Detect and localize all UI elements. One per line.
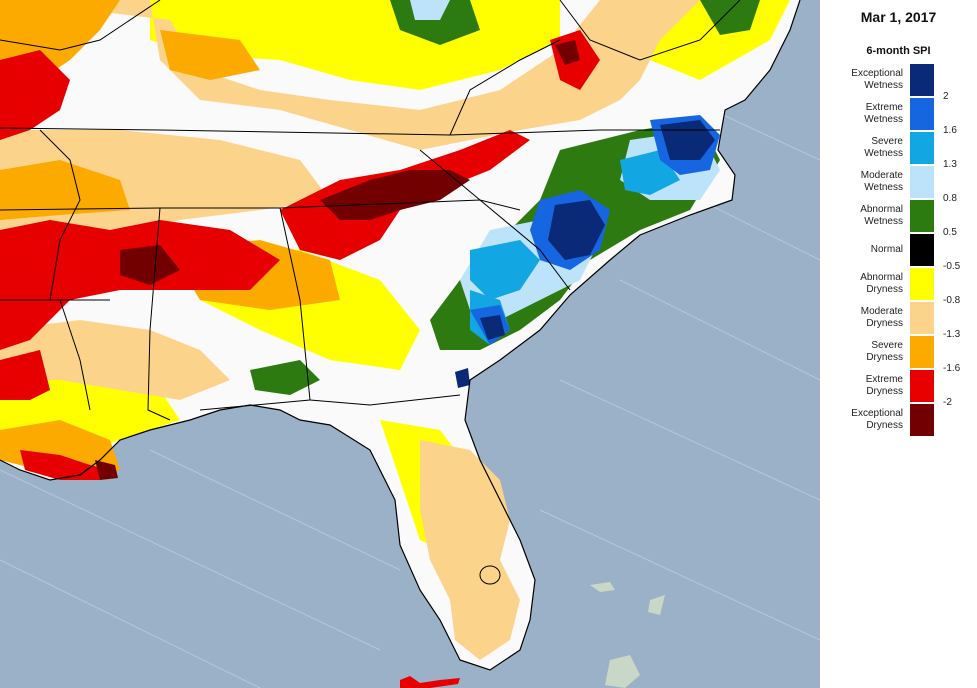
- legend-date: Mar 1, 2017: [860, 9, 937, 25]
- legend-class-label-line1: Severe: [871, 340, 903, 351]
- legend-class-label: Severe Wetness: [813, 136, 903, 160]
- legend-swatch: [910, 404, 934, 436]
- legend-title: 6-month SPI: [866, 45, 931, 57]
- legend-break-label: 1.3: [943, 159, 957, 170]
- legend-break-label: -0.5: [943, 261, 961, 272]
- legend-class-label-line1: Extreme: [865, 102, 903, 113]
- legend-class-label-line1: Moderate: [860, 306, 903, 317]
- legend-break-label: -1.3: [943, 329, 961, 340]
- legend-class-label: Exceptional Dryness: [813, 408, 903, 432]
- legend-swatch: [910, 302, 934, 334]
- legend-break-label: 0.8: [943, 193, 957, 204]
- legend-class-label-line2: Dryness: [866, 318, 903, 329]
- legend-swatch: [910, 166, 934, 198]
- legend-class-0: Exceptional Wetness: [820, 63, 977, 97]
- legend-class-label: Moderate Wetness: [813, 170, 903, 194]
- florida-keys: [400, 676, 460, 688]
- legend-swatch: [910, 98, 934, 130]
- legend-class-label-line1: Extreme: [865, 374, 903, 385]
- legend-class-label-line2: Dryness: [866, 420, 903, 431]
- legend-class-label: Normal: [813, 244, 903, 256]
- legend-class-label-line1: Abnormal: [860, 272, 903, 283]
- legend-class-label-line1: Severe: [871, 136, 903, 147]
- legend-class-1: Extreme Wetness: [820, 97, 977, 131]
- legend-class-label-line2: Dryness: [866, 284, 903, 295]
- legend-class-3: Moderate Wetness: [820, 165, 977, 199]
- legend-class-5: Normal: [820, 233, 977, 267]
- legend-class-label-line1: Exceptional: [851, 408, 903, 419]
- legend-break-label: -0.8: [943, 295, 961, 306]
- legend-panel: Mar 1, 2017 6-month SPI Exceptional Wetne…: [820, 0, 977, 688]
- legend-class-9: Extreme Dryness: [820, 369, 977, 403]
- map-canvas: [0, 0, 820, 688]
- legend-class-label: Abnormal Wetness: [813, 204, 903, 228]
- state-boundaries: [0, 0, 741, 421]
- legend-class-label: Exceptional Wetness: [813, 68, 903, 92]
- legend-break-label: 2: [943, 91, 949, 102]
- legend-class-label: Extreme Wetness: [813, 102, 903, 126]
- legend-class-label-line2: Wetness: [864, 80, 903, 91]
- legend-class-label: Extreme Dryness: [813, 374, 903, 398]
- legend-class-label-line1: Moderate: [860, 170, 903, 181]
- legend-class-7: Moderate Dryness: [820, 301, 977, 335]
- legend-swatch: [910, 370, 934, 402]
- legend-class-label-line2: Dryness: [866, 386, 903, 397]
- legend-class-label: Moderate Dryness: [813, 306, 903, 330]
- bahamas: [590, 582, 665, 688]
- legend-swatch: [910, 234, 934, 266]
- legend-class-label-line2: Wetness: [864, 148, 903, 159]
- lake-okeechobee: [479, 565, 501, 585]
- legend-class-2: Severe Wetness: [820, 131, 977, 165]
- legend-class-label-line2: Wetness: [864, 216, 903, 227]
- coastline: [0, 0, 801, 671]
- legend-class-label-line1: Abnormal: [860, 204, 903, 215]
- legend-swatch: [910, 200, 934, 232]
- legend-class-6: Abnormal Dryness: [820, 267, 977, 301]
- legend-class-label-line1: Exceptional: [851, 68, 903, 79]
- legend-break-label: 1.6: [943, 125, 957, 136]
- legend-class-8: Severe Dryness: [820, 335, 977, 369]
- legend-swatch: [910, 268, 934, 300]
- legend-class-label-line1: Normal: [870, 244, 903, 255]
- legend-swatch: [910, 132, 934, 164]
- legend-class-10: Exceptional Dryness: [820, 403, 977, 437]
- legend-class-label: Abnormal Dryness: [813, 272, 903, 296]
- legend-break-label: 0.5: [943, 227, 957, 238]
- legend-class-label: Severe Dryness: [813, 340, 903, 364]
- legend-break-label: -2: [943, 397, 952, 408]
- spi-map[interactable]: [0, 0, 820, 688]
- legend-swatch: [910, 336, 934, 368]
- legend-class-label-line2: Wetness: [864, 182, 903, 193]
- legend-swatch: [910, 64, 934, 96]
- legend-class-4: Abnormal Wetness: [820, 199, 977, 233]
- legend-break-label: -1.6: [943, 363, 961, 374]
- legend-class-label-line2: Wetness: [864, 114, 903, 125]
- legend-class-label-line2: Dryness: [866, 352, 903, 363]
